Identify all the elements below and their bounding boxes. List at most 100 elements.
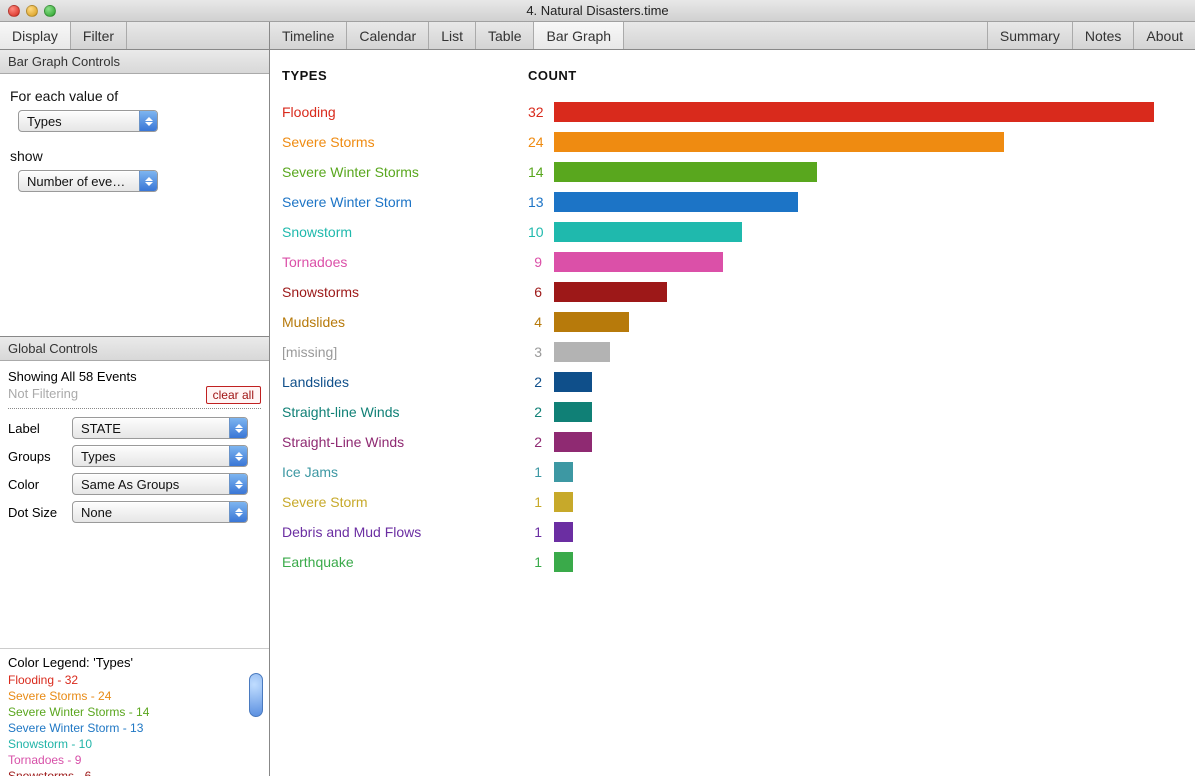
chart-row: Earthquake1: [282, 547, 1173, 577]
show-select-value: Number of eve…: [27, 174, 139, 189]
chart-row: Snowstorm10: [282, 217, 1173, 247]
count-value: 3: [528, 344, 554, 360]
type-label: Severe Winter Storms: [282, 164, 528, 180]
type-label: Landslides: [282, 374, 528, 390]
count-value: 4: [528, 314, 554, 330]
label-select-value: STATE: [81, 421, 229, 436]
bar: [554, 192, 798, 212]
tab-filter[interactable]: Filter: [71, 22, 127, 49]
global-controls: Global Controls Showing All 58 Events No…: [0, 336, 269, 539]
select-stepper-icon: [229, 418, 247, 438]
legend-scrollbar[interactable]: [249, 673, 265, 772]
bar-track: [554, 462, 1173, 482]
for-each-label: For each value of: [10, 88, 259, 104]
count-value: 2: [528, 404, 554, 420]
chart-row: Tornadoes9: [282, 247, 1173, 277]
type-label: Tornadoes: [282, 254, 528, 270]
count-value: 32: [528, 104, 554, 120]
bar: [554, 432, 592, 452]
count-value: 24: [528, 134, 554, 150]
bar: [554, 402, 592, 422]
showing-status: Showing All 58 Events: [8, 367, 261, 386]
sidebar: Display Filter Bar Graph Controls For ea…: [0, 22, 270, 776]
count-value: 2: [528, 434, 554, 450]
tab-about[interactable]: About: [1133, 22, 1195, 49]
chart-row: Debris and Mud Flows1: [282, 517, 1173, 547]
chart-header: TYPES COUNT: [282, 68, 1173, 97]
tab-display[interactable]: Display: [0, 22, 71, 49]
bar-track: [554, 552, 1173, 572]
chart-row: Landslides2: [282, 367, 1173, 397]
type-label: Severe Storm: [282, 494, 528, 510]
chart-row: Severe Winter Storm13: [282, 187, 1173, 217]
bar-track: [554, 492, 1173, 512]
global-controls-title: Global Controls: [0, 337, 269, 361]
color-legend: Color Legend: 'Types' Flooding - 32Sever…: [0, 648, 269, 776]
label-select[interactable]: STATE: [72, 417, 248, 439]
bar-track: [554, 312, 1173, 332]
bar: [554, 282, 667, 302]
chart-row: Severe Storms24: [282, 127, 1173, 157]
bar: [554, 462, 573, 482]
types-column-header: TYPES: [282, 68, 528, 83]
for-each-select[interactable]: Types: [18, 110, 158, 132]
type-label: Debris and Mud Flows: [282, 524, 528, 540]
scrollbar-thumb[interactable]: [249, 673, 263, 717]
tab-notes[interactable]: Notes: [1072, 22, 1134, 49]
type-label: Straight-Line Winds: [282, 434, 528, 450]
legend-item: Flooding - 32: [8, 672, 261, 688]
tab-timeline[interactable]: Timeline: [270, 22, 347, 49]
groups-control-label: Groups: [8, 449, 64, 464]
for-each-select-value: Types: [27, 114, 139, 129]
count-value: 2: [528, 374, 554, 390]
chart-row: Severe Storm1: [282, 487, 1173, 517]
dotsize-select[interactable]: None: [72, 501, 248, 523]
chart-row: Mudslides4: [282, 307, 1173, 337]
show-select[interactable]: Number of eve…: [18, 170, 158, 192]
count-column-header: COUNT: [528, 68, 574, 83]
zoom-icon[interactable]: [44, 5, 56, 17]
type-label: Ice Jams: [282, 464, 528, 480]
select-stepper-icon: [229, 446, 247, 466]
chart-row: Straight-line Winds2: [282, 397, 1173, 427]
label-control-label: Label: [8, 421, 64, 436]
chart-rows: Flooding32Severe Storms24Severe Winter S…: [282, 97, 1173, 577]
bar: [554, 342, 610, 362]
bar-track: [554, 342, 1173, 362]
tab-table[interactable]: Table: [476, 22, 534, 49]
chart-row: Ice Jams1: [282, 457, 1173, 487]
color-legend-title: Color Legend: 'Types': [8, 655, 261, 670]
bar-track: [554, 102, 1173, 122]
bar: [554, 222, 742, 242]
bar: [554, 552, 573, 572]
color-control-label: Color: [8, 477, 64, 492]
legend-item: Tornadoes - 9: [8, 752, 261, 768]
tab-summary[interactable]: Summary: [987, 22, 1072, 49]
close-icon[interactable]: [8, 5, 20, 17]
select-stepper-icon: [139, 111, 157, 131]
title-bar: 4. Natural Disasters.time: [0, 0, 1195, 22]
tab-list[interactable]: List: [429, 22, 476, 49]
type-label: Snowstorm: [282, 224, 528, 240]
tab-calendar[interactable]: Calendar: [347, 22, 429, 49]
bargraph-view: TYPES COUNT Flooding32Severe Storms24Sev…: [270, 50, 1195, 776]
sidebar-tabbar: Display Filter: [0, 22, 269, 50]
type-label: Earthquake: [282, 554, 528, 570]
count-value: 1: [528, 554, 554, 570]
dotsize-control-label: Dot Size: [8, 505, 64, 520]
count-value: 1: [528, 494, 554, 510]
groups-select[interactable]: Types: [72, 445, 248, 467]
bar-track: [554, 372, 1173, 392]
filtering-status: Not Filtering: [8, 386, 78, 403]
color-select[interactable]: Same As Groups: [72, 473, 248, 495]
tab-bargraph[interactable]: Bar Graph: [534, 22, 624, 49]
minimize-icon[interactable]: [26, 5, 38, 17]
count-value: 1: [528, 524, 554, 540]
count-value: 10: [528, 224, 554, 240]
chart-row: Severe Winter Storms14: [282, 157, 1173, 187]
window-title: 4. Natural Disasters.time: [0, 3, 1195, 18]
clear-all-button[interactable]: clear all: [206, 386, 261, 404]
select-stepper-icon: [229, 502, 247, 522]
show-label: show: [10, 148, 259, 164]
bar: [554, 132, 1004, 152]
